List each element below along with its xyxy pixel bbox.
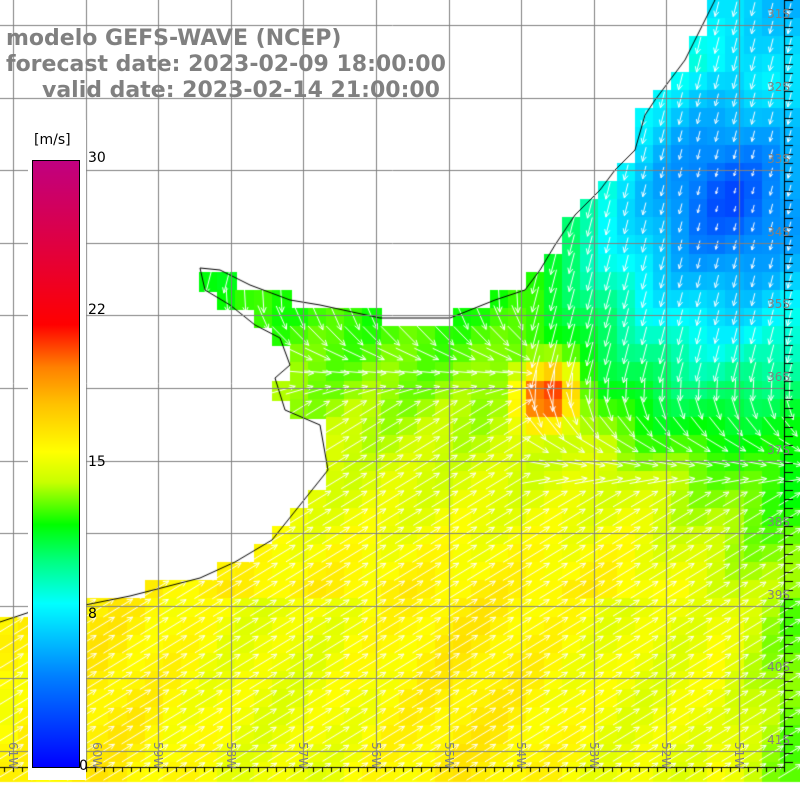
lat-label: 32S [767, 79, 790, 94]
colorbar-unit: [m/s] [34, 132, 71, 148]
lat-label: 31S [767, 7, 790, 21]
lon-label: 60W [89, 742, 104, 770]
forecast-date: forecast date: 2023-02-09 18:00:00 [6, 52, 446, 77]
colorbar-label: 8 [88, 606, 97, 622]
lat-label: 34S [767, 224, 790, 239]
model-title: modelo GEFS-WAVE (NCEP) [6, 26, 342, 51]
lat-label: 39S [767, 587, 790, 602]
colorbar-label: 0 [79, 758, 88, 774]
lon-label: 61W [6, 742, 20, 770]
colorbar-label: 30 [88, 150, 106, 166]
lon-label: 51W [732, 742, 746, 770]
colorbar [32, 160, 80, 768]
lon-label: 53W [586, 742, 601, 770]
colorbar-label: 15 [88, 454, 106, 470]
lat-label: 40S [767, 660, 790, 675]
lat-label: 36S [767, 370, 790, 384]
lat-label: 38S [767, 515, 790, 530]
lon-label: 54W [514, 742, 529, 770]
colorbar-label: 22 [88, 302, 106, 318]
lon-label: 59W [151, 742, 166, 770]
lon-label: 57W [296, 742, 311, 770]
lon-label: 58W [223, 742, 238, 770]
lat-label: 35S [767, 297, 790, 312]
lat-label: 33S [767, 152, 790, 167]
lon-label: 55W [441, 742, 456, 770]
lat-label: 41S [767, 733, 790, 747]
lat-label: 37S [767, 442, 790, 457]
valid-date: valid date: 2023-02-14 21:00:00 [42, 78, 440, 103]
lon-label: 52W [659, 742, 674, 770]
lon-label: 56W [369, 742, 383, 770]
